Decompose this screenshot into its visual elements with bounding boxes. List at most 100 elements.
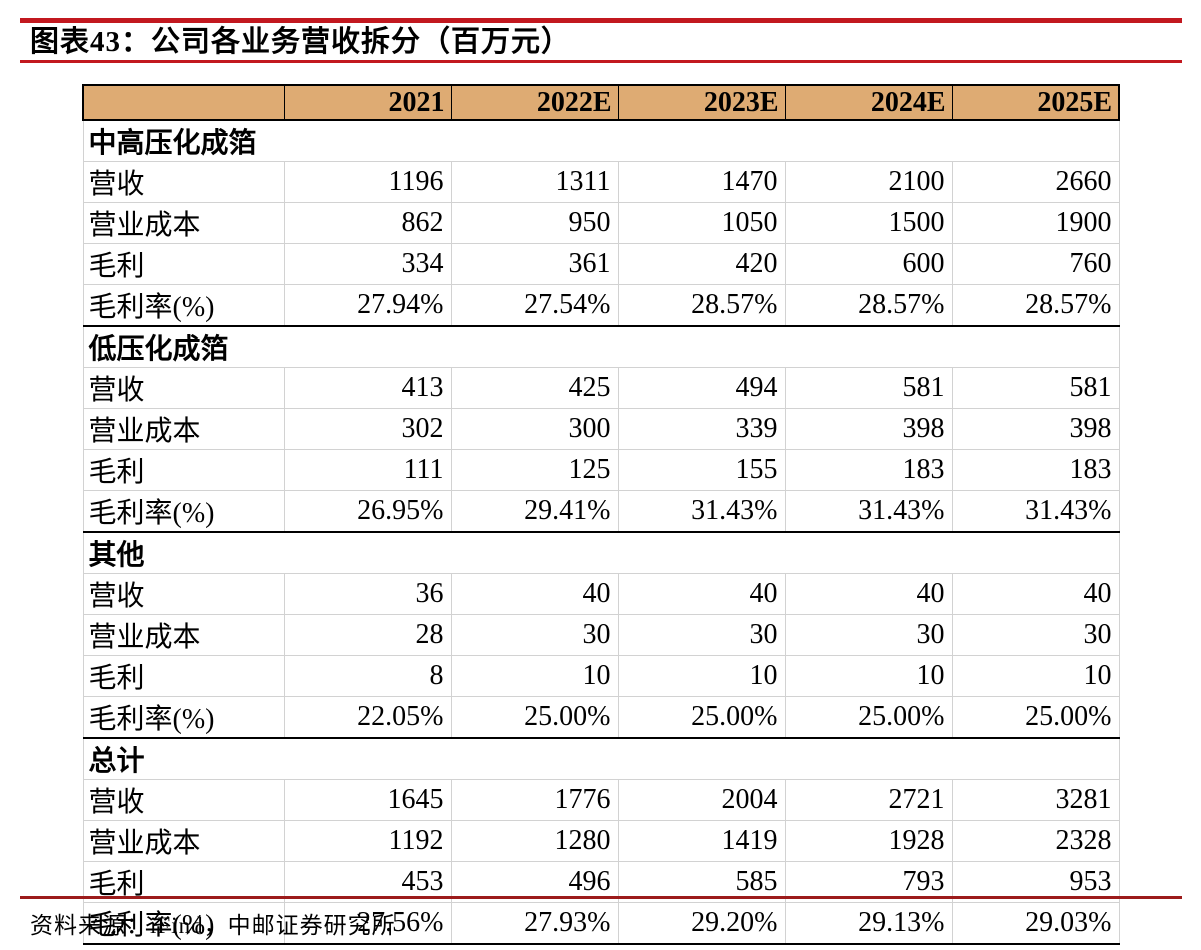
value-cell: 30 xyxy=(951,614,1120,656)
value-cell: 30 xyxy=(450,614,619,656)
figure-title: 图表43：公司各业务营收拆分（百万元） xyxy=(30,26,572,58)
value-cell: 111 xyxy=(283,449,452,491)
value-cell: 10 xyxy=(784,655,953,697)
value-cell: 1192 xyxy=(283,820,452,862)
data-row: 营收 1645 1776 2004 2721 3281 xyxy=(82,779,1120,821)
value-cell: 420 xyxy=(617,243,786,285)
row-label: 毛利 xyxy=(82,655,285,697)
value-cell: 40 xyxy=(617,573,786,615)
section-title: 中高压化成箔 xyxy=(82,120,1120,162)
data-row: 营收 36 40 40 40 40 xyxy=(82,573,1120,615)
value-cell: 10 xyxy=(951,655,1120,697)
value-cell: 27.93% xyxy=(450,902,619,945)
data-row: 毛利率(%) 26.95% 29.41% 31.43% 31.43% 31.43% xyxy=(82,490,1120,533)
value-cell: 26.95% xyxy=(283,490,452,533)
data-row: 营业成本 862 950 1050 1500 1900 xyxy=(82,202,1120,244)
value-cell: 2004 xyxy=(617,779,786,821)
value-cell: 40 xyxy=(951,573,1120,615)
value-cell: 1050 xyxy=(617,202,786,244)
value-cell: 862 xyxy=(283,202,452,244)
row-label: 营收 xyxy=(82,161,285,203)
value-cell: 36 xyxy=(283,573,452,615)
value-cell: 155 xyxy=(617,449,786,491)
value-cell: 1419 xyxy=(617,820,786,862)
value-cell: 2721 xyxy=(784,779,953,821)
value-cell: 25.00% xyxy=(617,696,786,739)
value-cell: 1776 xyxy=(450,779,619,821)
data-row: 营收 413 425 494 581 581 xyxy=(82,367,1120,409)
revenue-table: 2021 2022E 2023E 2024E 2025E 中高压化成箔 营收 1196 1311… xyxy=(82,84,1120,945)
value-cell: 425 xyxy=(450,367,619,409)
row-label: 营收 xyxy=(82,779,285,821)
data-row: 毛利率(%) 27.56% 27.93% 29.20% 29.13% 29.03% xyxy=(82,902,1120,945)
value-cell: 40 xyxy=(450,573,619,615)
value-cell: 581 xyxy=(784,367,953,409)
value-cell: 25.00% xyxy=(784,696,953,739)
section-title-row: 中高压化成箔 xyxy=(82,120,1120,162)
value-cell: 27.94% xyxy=(283,284,452,327)
column-header-2024E: 2024E xyxy=(784,84,953,121)
value-cell: 2660 xyxy=(951,161,1120,203)
column-header-2021: 2021 xyxy=(283,84,452,121)
row-label: 营收 xyxy=(82,573,285,615)
value-cell: 398 xyxy=(951,408,1120,450)
row-label: 毛利率(%) xyxy=(82,902,285,945)
value-cell: 361 xyxy=(450,243,619,285)
value-cell: 10 xyxy=(617,655,786,697)
row-label: 毛利率(%) xyxy=(82,490,285,533)
value-cell: 125 xyxy=(450,449,619,491)
row-label: 毛利 xyxy=(82,449,285,491)
value-cell: 31.43% xyxy=(617,490,786,533)
value-cell: 10 xyxy=(450,655,619,697)
row-label: 营业成本 xyxy=(82,820,285,862)
value-cell: 1196 xyxy=(283,161,452,203)
data-row: 营业成本 28 30 30 30 30 xyxy=(82,614,1120,656)
value-cell: 600 xyxy=(784,243,953,285)
value-cell: 413 xyxy=(283,367,452,409)
value-cell: 183 xyxy=(951,449,1120,491)
data-row: 营业成本 1192 1280 1419 1928 2328 xyxy=(82,820,1120,862)
value-cell: 25.00% xyxy=(951,696,1120,739)
section-title: 低压化成箔 xyxy=(82,326,1120,368)
column-header-2023E: 2023E xyxy=(617,84,786,121)
value-cell: 28.57% xyxy=(617,284,786,327)
data-row: 毛利 111 125 155 183 183 xyxy=(82,449,1120,491)
value-cell: 1645 xyxy=(283,779,452,821)
value-cell: 398 xyxy=(784,408,953,450)
corner-cell xyxy=(82,84,285,121)
section-title: 总计 xyxy=(82,738,1120,780)
column-header-2022E: 2022E xyxy=(450,84,619,121)
value-cell: 300 xyxy=(450,408,619,450)
value-cell: 1928 xyxy=(784,820,953,862)
row-label: 毛利率(%) xyxy=(82,284,285,327)
value-cell: 40 xyxy=(784,573,953,615)
value-cell: 28.57% xyxy=(784,284,953,327)
section-title-row: 其他 xyxy=(82,532,1120,574)
row-label: 毛利率(%) xyxy=(82,696,285,739)
row-label: 营业成本 xyxy=(82,408,285,450)
value-cell: 29.03% xyxy=(951,902,1120,945)
value-cell: 581 xyxy=(951,367,1120,409)
value-cell: 22.05% xyxy=(283,696,452,739)
table-header-row: 2021 2022E 2023E 2024E 2025E xyxy=(82,84,1120,121)
value-cell: 25.00% xyxy=(450,696,619,739)
column-header-2025E: 2025E xyxy=(951,84,1120,121)
value-cell: 30 xyxy=(784,614,953,656)
value-cell: 2328 xyxy=(951,820,1120,862)
row-label: 营收 xyxy=(82,367,285,409)
title-underline-red-rule xyxy=(20,60,1182,63)
row-label: 毛利 xyxy=(82,243,285,285)
value-cell: 950 xyxy=(450,202,619,244)
data-row: 毛利率(%) 27.94% 27.54% 28.57% 28.57% 28.57% xyxy=(82,284,1120,327)
revenue-table-container: 2021 2022E 2023E 2024E 2025E 中高压化成箔 营收 1196 1311… xyxy=(82,84,1120,945)
value-cell: 1311 xyxy=(450,161,619,203)
value-cell: 302 xyxy=(283,408,452,450)
value-cell: 28.57% xyxy=(951,284,1120,327)
data-row: 毛利率(%) 22.05% 25.00% 25.00% 25.00% 25.00% xyxy=(82,696,1120,739)
source-note: 资料来源：iFind，中邮证券研究所 xyxy=(30,913,396,938)
value-cell: 27.54% xyxy=(450,284,619,327)
value-cell: 8 xyxy=(283,655,452,697)
value-cell: 760 xyxy=(951,243,1120,285)
top-red-rule xyxy=(20,18,1182,23)
